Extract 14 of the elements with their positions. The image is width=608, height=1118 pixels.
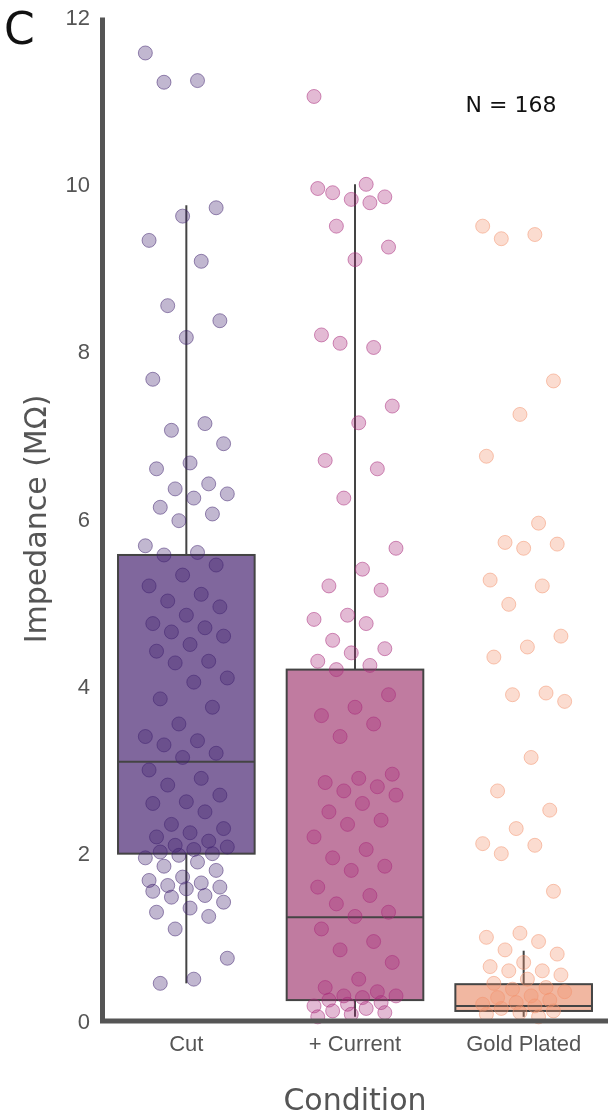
y-tick-label: 0 [77,1008,90,1034]
x-tick-label: Gold Plated [466,1030,582,1056]
x-axis-title: Condition [283,1082,427,1117]
y-axis-title: Impedance (MΩ) [18,394,53,644]
annotation: N = 168 [465,92,557,117]
text: C [4,3,35,54]
y-tick-label: 4 [77,673,90,699]
y-tick-label: 2 [77,841,90,867]
x-tick-label: Cut [169,1030,204,1056]
y-tick-label: 6 [77,506,90,532]
y-tick-label: 10 [65,171,90,197]
y-tick-label: 8 [77,339,90,365]
x-tick-label: + Current [308,1030,402,1056]
y-tick-label: 12 [65,4,90,30]
